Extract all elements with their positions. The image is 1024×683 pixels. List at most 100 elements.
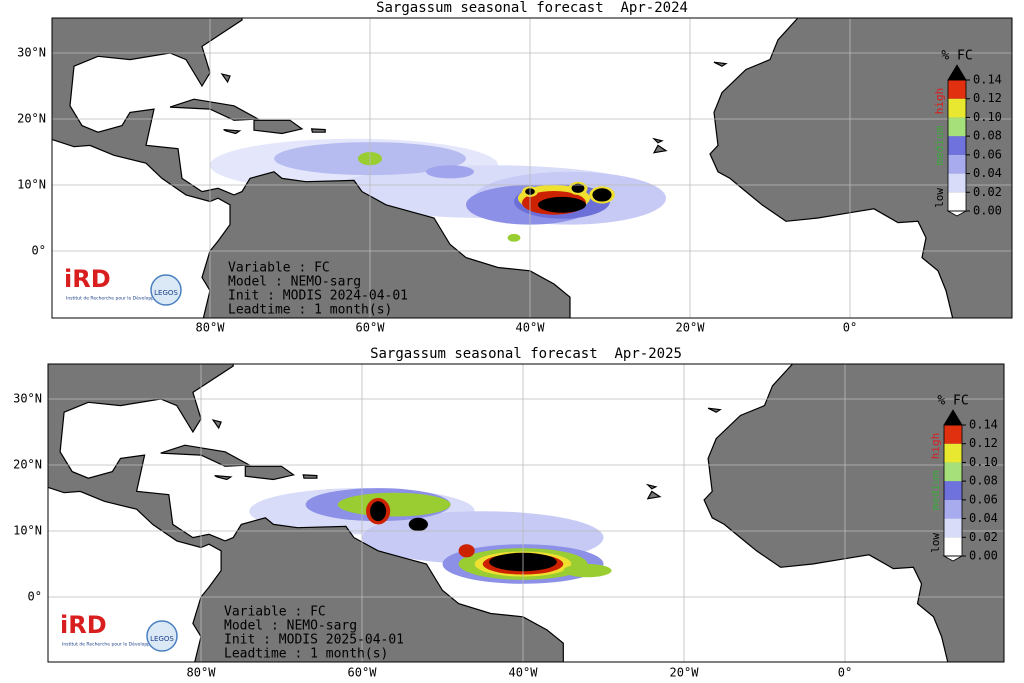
legos-logo xyxy=(146,620,178,652)
lat-tick-label: 30°N xyxy=(13,392,42,406)
colorbar-band xyxy=(948,80,966,99)
info-line: Model : NEMO-sarg xyxy=(224,619,357,634)
lon-tick-label: 40°W xyxy=(509,666,539,680)
colorbar-band xyxy=(948,154,966,174)
map-area xyxy=(48,364,1004,662)
colorbar-band xyxy=(948,192,966,211)
land xyxy=(709,18,1012,318)
land xyxy=(707,407,722,413)
ird-logo: iRD xyxy=(60,611,107,639)
map-panel: 80°W 60°W 40°W 20°W 0° 30°N 20°N 10°N 0° Sargassu… xyxy=(13,346,1005,680)
land xyxy=(244,465,296,481)
lat-tick-label: 0° xyxy=(32,244,46,258)
info-line: Init : MODIS 2025-04-01 xyxy=(224,633,404,648)
colorbar-tick-label: 0.06 xyxy=(969,492,998,506)
colorbar-band xyxy=(944,425,962,444)
lat-tick-label: 30°N xyxy=(17,46,46,60)
colorbar-tick-label: 0.04 xyxy=(969,511,998,525)
land xyxy=(211,419,222,430)
legos-label: LEGOS xyxy=(154,289,178,297)
lon-tick-label: 80°W xyxy=(196,321,226,335)
colorbar-tick-label: 0.10 xyxy=(969,455,998,469)
lon-tick-label: 60°W xyxy=(356,321,386,335)
colorbar-band xyxy=(944,499,962,519)
land xyxy=(48,364,564,662)
lon-tick-label: 80°W xyxy=(187,666,217,680)
info-line: Variable : FC xyxy=(224,605,326,620)
sargassum-area xyxy=(563,564,612,578)
colorbar-frame xyxy=(943,424,963,557)
info-line: Init : MODIS 2024-04-01 xyxy=(228,289,408,304)
sargassum-area xyxy=(370,501,387,522)
land xyxy=(652,144,668,154)
info-line: Leadtime : 1 month(s) xyxy=(224,647,388,662)
colorbar-band xyxy=(944,462,962,482)
lat-tick-label: 20°N xyxy=(17,112,46,126)
colorbar-tick-label: 0.14 xyxy=(973,73,1002,87)
colorbar-tick-label: 0.02 xyxy=(969,530,998,544)
lon-tick-label: 0° xyxy=(838,666,852,680)
colorbar-tick-label: 0.08 xyxy=(973,129,1002,143)
colorbar-tick-label: 0.00 xyxy=(969,549,998,563)
lon-tick-label: 20°W xyxy=(676,321,706,335)
lat-tick-label: 20°N xyxy=(13,458,42,472)
colorbar-tick-label: 0.12 xyxy=(973,91,1002,105)
land xyxy=(253,119,304,135)
colorbar-level-label: high xyxy=(929,433,942,460)
land xyxy=(645,483,658,490)
land xyxy=(214,475,233,481)
sargassum-area xyxy=(337,492,451,517)
colorbar-band xyxy=(944,518,962,538)
sargassum-area xyxy=(458,544,475,558)
info-line: Model : NEMO-sarg xyxy=(228,275,361,290)
colorbar-title: % FC xyxy=(941,49,972,64)
colorbar-tick-label: 0.00 xyxy=(973,204,1002,218)
colorbar-band xyxy=(948,136,966,155)
land xyxy=(223,129,242,135)
land xyxy=(220,73,231,84)
land xyxy=(302,474,318,479)
info-line: Variable : FC xyxy=(228,261,330,276)
land xyxy=(703,364,1004,662)
colorbar-level-label: medium xyxy=(929,470,942,510)
colorbar-tick-label: 0.02 xyxy=(973,185,1002,199)
sargassum-area xyxy=(592,188,612,202)
sargassum-area xyxy=(408,517,429,532)
colorbar-tick-label: 0.08 xyxy=(969,474,998,488)
colorbar-tick-label: 0.12 xyxy=(969,436,998,450)
colorbar-band xyxy=(944,537,962,556)
lon-tick-label: 60°W xyxy=(348,666,378,680)
land xyxy=(310,128,326,133)
ird-caption: Institut de Recherche pour le Développem… xyxy=(66,295,169,302)
land xyxy=(652,137,664,144)
lat-tick-label: 10°N xyxy=(13,524,42,538)
colorbar-band xyxy=(948,98,966,118)
colorbar-tick-label: 0.10 xyxy=(973,110,1002,124)
colorbar-level-label: low xyxy=(933,188,946,208)
colorbar-band xyxy=(944,481,962,500)
lat-tick-label: 10°N xyxy=(17,178,46,192)
legos-label: LEGOS xyxy=(150,635,174,643)
sargassum-area xyxy=(538,196,586,213)
colorbar-band xyxy=(944,443,962,463)
colorbar-frame xyxy=(947,79,967,212)
lon-tick-label: 0° xyxy=(843,321,857,335)
ird-caption: Institut de Recherche pour le Développem… xyxy=(62,641,165,648)
info-line: Leadtime : 1 month(s) xyxy=(228,303,392,318)
map-title: Sargassum seasonal forecast Apr-2025 xyxy=(370,346,682,362)
colorbar-band xyxy=(948,117,966,137)
sargassum-area xyxy=(571,183,585,193)
colorbar-tick-label: 0.14 xyxy=(969,418,998,432)
lon-tick-label: 40°W xyxy=(516,321,546,335)
map-area xyxy=(52,18,1012,318)
colorbar-level-label: high xyxy=(933,88,946,115)
land xyxy=(52,18,571,318)
sargassum-area xyxy=(426,165,474,179)
lat-tick-label: 0° xyxy=(28,590,42,604)
colorbar-tick-label: 0.04 xyxy=(973,166,1002,180)
colorbar-title: % FC xyxy=(937,394,968,409)
sargassum-area xyxy=(507,233,521,242)
colorbar-tick-label: 0.06 xyxy=(973,147,1002,161)
map-title: Sargassum seasonal forecast Apr-2024 xyxy=(376,0,688,16)
